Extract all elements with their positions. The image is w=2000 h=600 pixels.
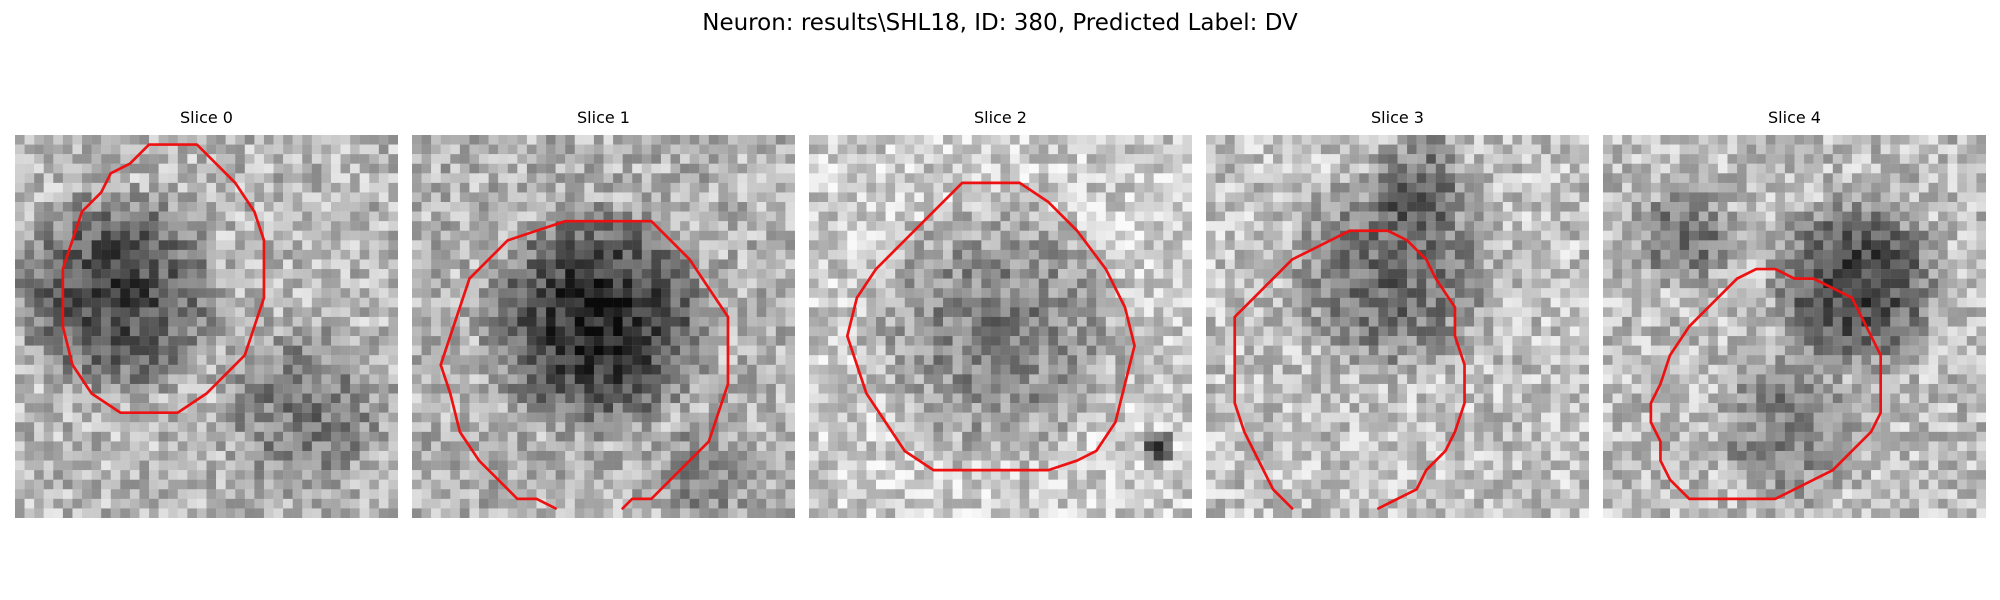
slice-title-0: Slice 0 — [180, 108, 233, 127]
slice-image-2 — [809, 135, 1192, 518]
figure-title: Neuron: results\SHL18, ID: 380, Predicte… — [702, 10, 1298, 36]
slice-image-1 — [412, 135, 795, 518]
slice-panel-2: Slice 2 — [809, 108, 1192, 518]
slice-image-3 — [1206, 135, 1589, 518]
slice-title-4: Slice 4 — [1768, 108, 1821, 127]
slice-panel-4: Slice 4 — [1603, 108, 1986, 518]
slice-panel-1: Slice 1 — [412, 108, 795, 518]
slice-image-4 — [1603, 135, 1986, 518]
slice-panel-3: Slice 3 — [1206, 108, 1589, 518]
slice-panel-0: Slice 0 — [15, 108, 398, 518]
slice-image-0 — [15, 135, 398, 518]
slice-title-2: Slice 2 — [974, 108, 1027, 127]
slice-title-3: Slice 3 — [1371, 108, 1424, 127]
slice-title-1: Slice 1 — [577, 108, 630, 127]
